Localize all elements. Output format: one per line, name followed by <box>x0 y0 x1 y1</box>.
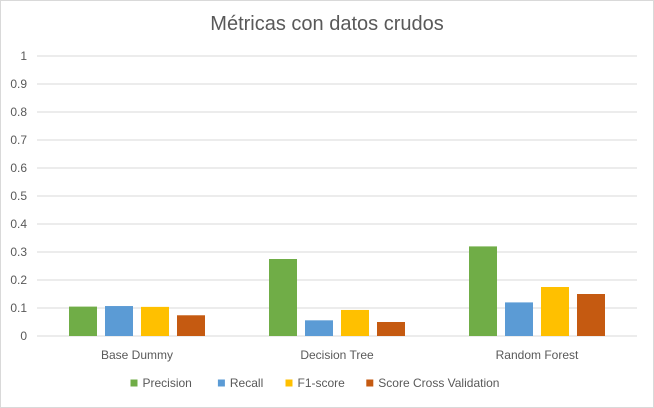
bar-score-cross-validation <box>577 294 605 336</box>
legend-swatch <box>285 379 293 387</box>
bar-recall <box>305 320 333 336</box>
y-tick-label: 0.6 <box>10 161 27 175</box>
y-tick-label: 0.2 <box>10 273 27 287</box>
y-tick-label: 0.3 <box>10 245 27 259</box>
bar-score-cross-validation <box>177 315 205 336</box>
y-tick-label: 0.7 <box>10 133 27 147</box>
legend-label: Recall <box>230 376 263 390</box>
bar-precision <box>269 259 297 336</box>
category-label: Decision Tree <box>300 348 374 362</box>
y-tick-label: 0 <box>20 329 27 343</box>
bar-f1-score <box>341 309 369 336</box>
category-label: Random Forest <box>496 348 579 362</box>
legend-swatch <box>366 379 374 387</box>
bar-precision <box>69 306 97 336</box>
bar-f1-score <box>141 306 169 336</box>
bar-precision <box>469 246 497 336</box>
legend-label: Score Cross Validation <box>378 376 499 390</box>
legend-label: Precision <box>143 376 192 390</box>
legend-label: F1-score <box>298 376 346 390</box>
y-tick-label: 0.9 <box>10 77 27 91</box>
legend-swatch <box>130 379 138 387</box>
category-label: Base Dummy <box>101 348 173 362</box>
bar-recall <box>505 302 533 336</box>
bar-score-cross-validation <box>377 322 405 336</box>
y-tick-label: 1 <box>20 49 27 63</box>
y-tick-label: 0.4 <box>10 217 27 231</box>
chart-title: Métricas con datos crudos <box>210 13 444 35</box>
y-tick-label: 0.5 <box>10 189 27 203</box>
bar-f1-score <box>541 287 569 336</box>
legend-swatch <box>217 379 225 387</box>
y-tick-label: 0.1 <box>10 301 27 315</box>
bar-recall <box>105 306 133 336</box>
y-tick-label: 0.8 <box>10 105 27 119</box>
